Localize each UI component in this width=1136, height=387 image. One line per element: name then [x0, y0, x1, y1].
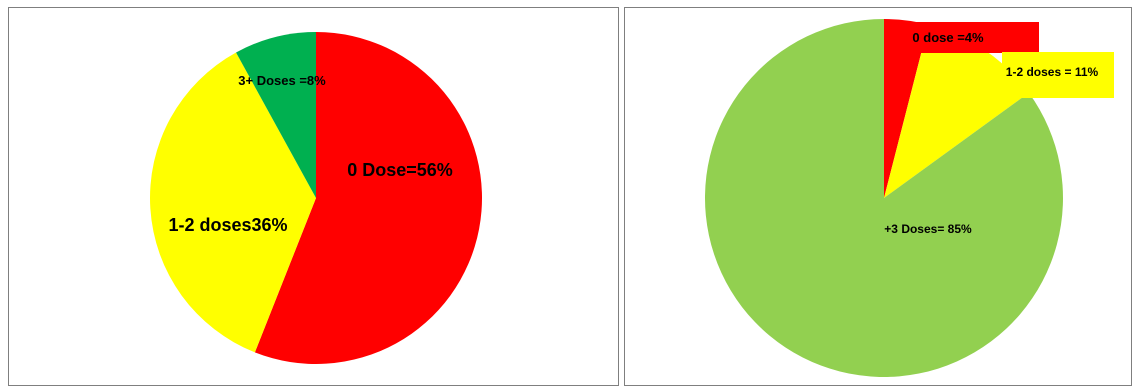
pie-slices-right	[704, 18, 1063, 377]
pie-slice-1-2-doses-11	[884, 24, 1029, 199]
pie-chart-right: 0 dose =4% 1-2 doses = 11% +3 Doses= 85%	[624, 7, 1132, 386]
slice-label-text: 1-2 doses = 11%	[1006, 65, 1099, 79]
slice-label-text: 3+ Doses =8%	[238, 73, 326, 88]
slice-label-1-2-doses: 1-2 doses36%	[168, 215, 287, 235]
slice-label-0-dose: 0 Dose=56%	[347, 160, 453, 180]
slice-label-text: +3 Doses= 85%	[884, 222, 972, 236]
slice-label-3-plus-doses: 3+ Doses =8%	[238, 73, 326, 88]
slice-label-text: 0 dose =4%	[912, 30, 984, 45]
pie-slice-3-doses-8	[236, 32, 316, 198]
slice-label-text: 0 Dose=56%	[347, 160, 453, 180]
label-box	[1002, 52, 1114, 98]
pie-slice-0-dose-56	[254, 32, 483, 364]
slice-label-1-2-doses: 1-2 doses = 11%	[1002, 52, 1114, 98]
pie-slice-1-2-doses36	[149, 52, 316, 353]
slice-label-0-dose: 0 dose =4%	[906, 22, 1039, 53]
pie-chart-left: 0 Dose=56% 1-2 doses36% 3+ Doses =8%	[8, 7, 619, 386]
label-box	[906, 22, 1039, 53]
slice-label-text: 1-2 doses36%	[168, 215, 287, 235]
pie-slices-left	[149, 32, 483, 364]
slice-label-plus-3-doses: +3 Doses= 85%	[884, 222, 972, 236]
pie-slice-3-doses-85	[704, 18, 1063, 377]
pie-slice-0-dose-4	[884, 19, 929, 198]
